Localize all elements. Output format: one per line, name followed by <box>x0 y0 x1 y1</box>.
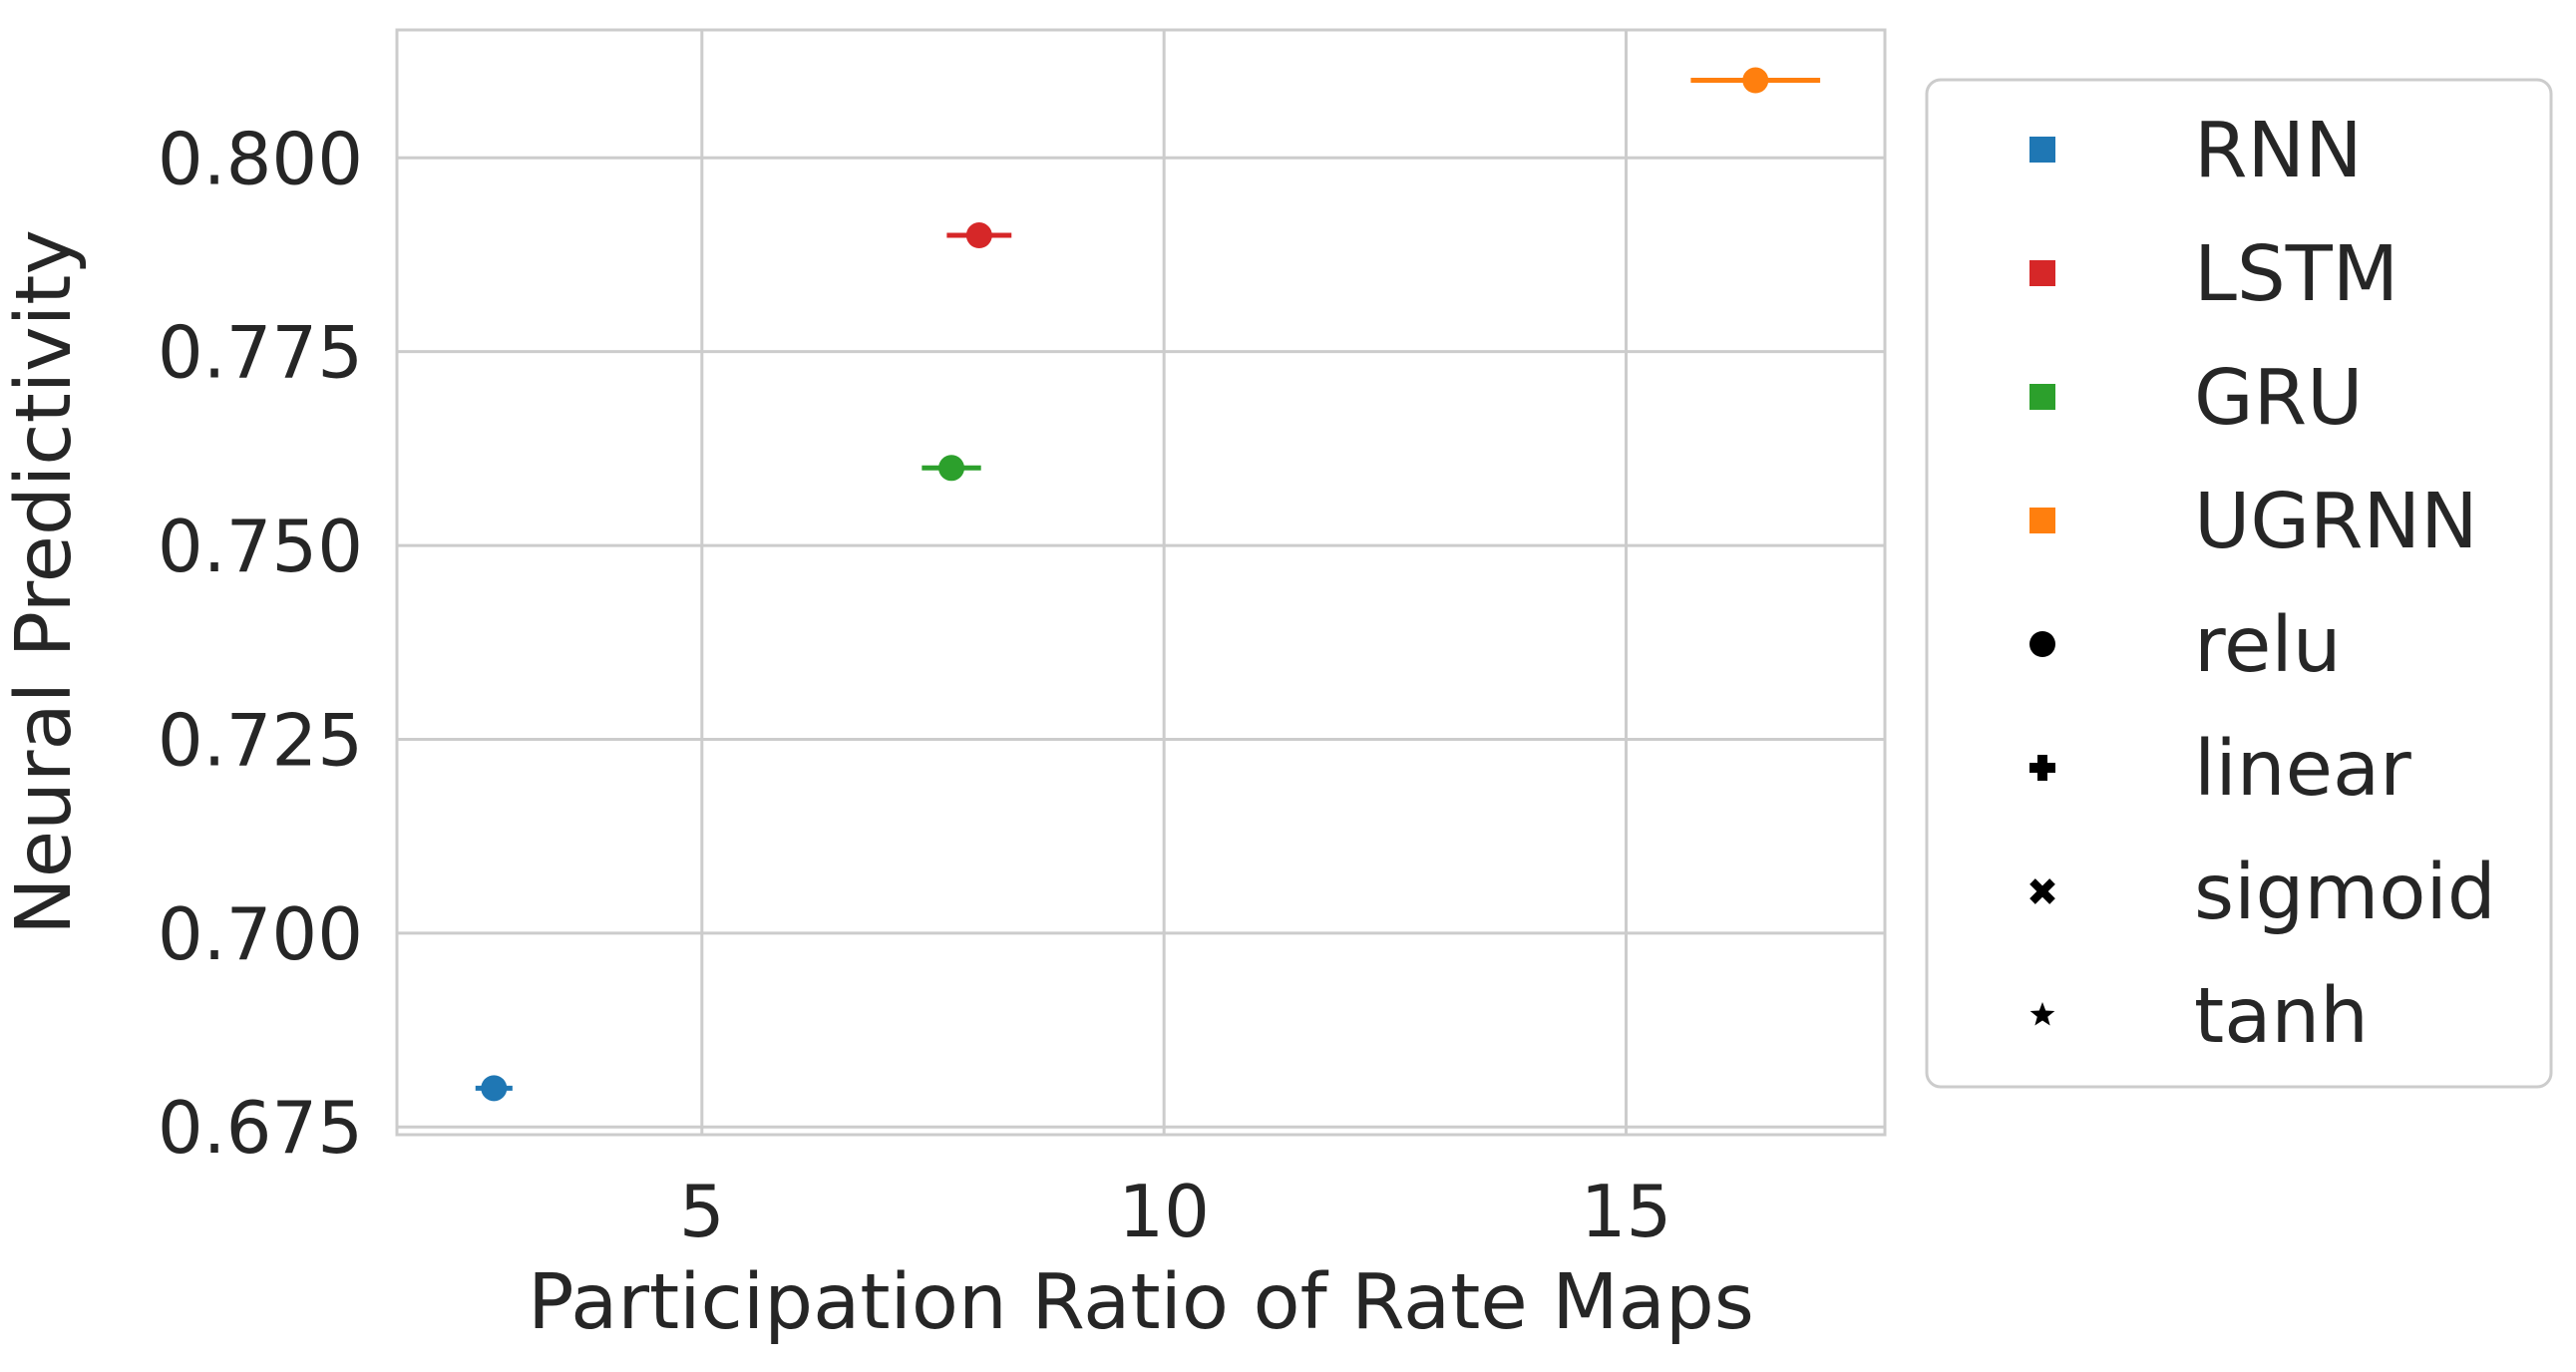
legend-marker-rnn <box>2029 137 2055 163</box>
legend-marker-sigmoid <box>2029 878 2055 904</box>
legend-marker-lstm <box>2029 260 2055 286</box>
y-tick-label: 0.775 <box>158 311 363 395</box>
legend-label-sigmoid: sigmoid <box>2194 849 2496 937</box>
point-lstm <box>965 222 992 249</box>
x-tick-label: 10 <box>1118 1170 1210 1253</box>
plot-area-frame <box>395 28 1887 1137</box>
legend-label-gru: GRU <box>2194 354 2364 443</box>
legend-marker-tanh <box>2029 1002 2055 1026</box>
legend-label-tanh: tanh <box>2194 972 2369 1061</box>
legend: RNN LSTM GRU UGRNN relu linear sigmoid tanh <box>1925 78 2553 1089</box>
legend-marker-gru <box>2029 384 2055 410</box>
legend-box <box>1925 78 2553 1089</box>
point-gru <box>938 455 965 482</box>
grid <box>397 30 1885 1135</box>
tick-labels: 5 10 15 0.675 0.700 0.725 0.750 0.775 0.800 <box>158 117 1671 1253</box>
y-tick-label: 0.675 <box>158 1086 363 1170</box>
legend-marker-relu <box>2029 631 2055 657</box>
point-rnn <box>481 1075 508 1102</box>
legend-label-relu: relu <box>2194 601 2342 690</box>
x-axis-label: Participation Ratio of Rate Maps <box>528 1258 1754 1347</box>
x-tick-label: 5 <box>679 1170 725 1253</box>
legend-label-lstm: LSTM <box>2194 230 2398 319</box>
y-tick-label: 0.725 <box>158 698 363 782</box>
legend-label-linear: linear <box>2194 725 2411 814</box>
data-points <box>475 67 1821 1102</box>
y-tick-label: 0.800 <box>158 117 363 200</box>
legend-label-ugrnn: UGRNN <box>2194 478 2478 566</box>
legend-label-rnn: RNN <box>2194 107 2363 195</box>
legend-marker-linear <box>2029 755 2055 781</box>
y-tick-label: 0.750 <box>158 505 363 588</box>
legend-marker-ugrnn <box>2029 508 2055 533</box>
y-tick-label: 0.700 <box>158 892 363 976</box>
y-axis-label: Neural Predictivity <box>0 229 89 935</box>
x-tick-label: 15 <box>1581 1170 1672 1253</box>
point-ugrnn <box>1742 67 1769 94</box>
